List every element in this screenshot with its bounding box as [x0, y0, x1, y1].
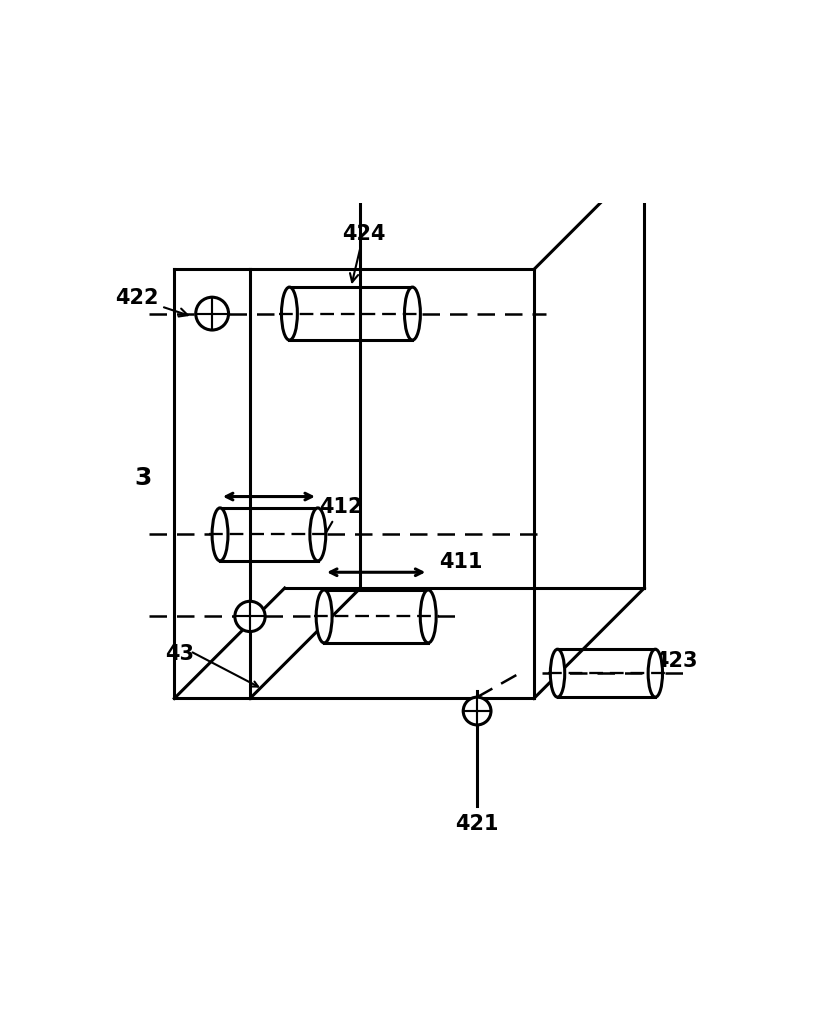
- Text: 424: 424: [342, 224, 385, 282]
- Text: 422: 422: [115, 289, 188, 316]
- Ellipse shape: [550, 649, 565, 697]
- Text: 412: 412: [314, 497, 363, 554]
- Ellipse shape: [310, 508, 326, 561]
- Ellipse shape: [420, 589, 436, 643]
- Ellipse shape: [282, 288, 297, 340]
- Text: 3: 3: [134, 465, 151, 490]
- Ellipse shape: [316, 589, 332, 643]
- Ellipse shape: [648, 649, 663, 697]
- Text: 423: 423: [654, 650, 698, 671]
- Circle shape: [195, 297, 229, 330]
- Ellipse shape: [212, 508, 228, 561]
- Text: 43: 43: [164, 644, 194, 664]
- Text: 421: 421: [455, 813, 499, 834]
- Circle shape: [463, 697, 491, 725]
- Circle shape: [235, 601, 265, 632]
- Ellipse shape: [405, 288, 420, 340]
- Text: 411: 411: [440, 553, 483, 572]
